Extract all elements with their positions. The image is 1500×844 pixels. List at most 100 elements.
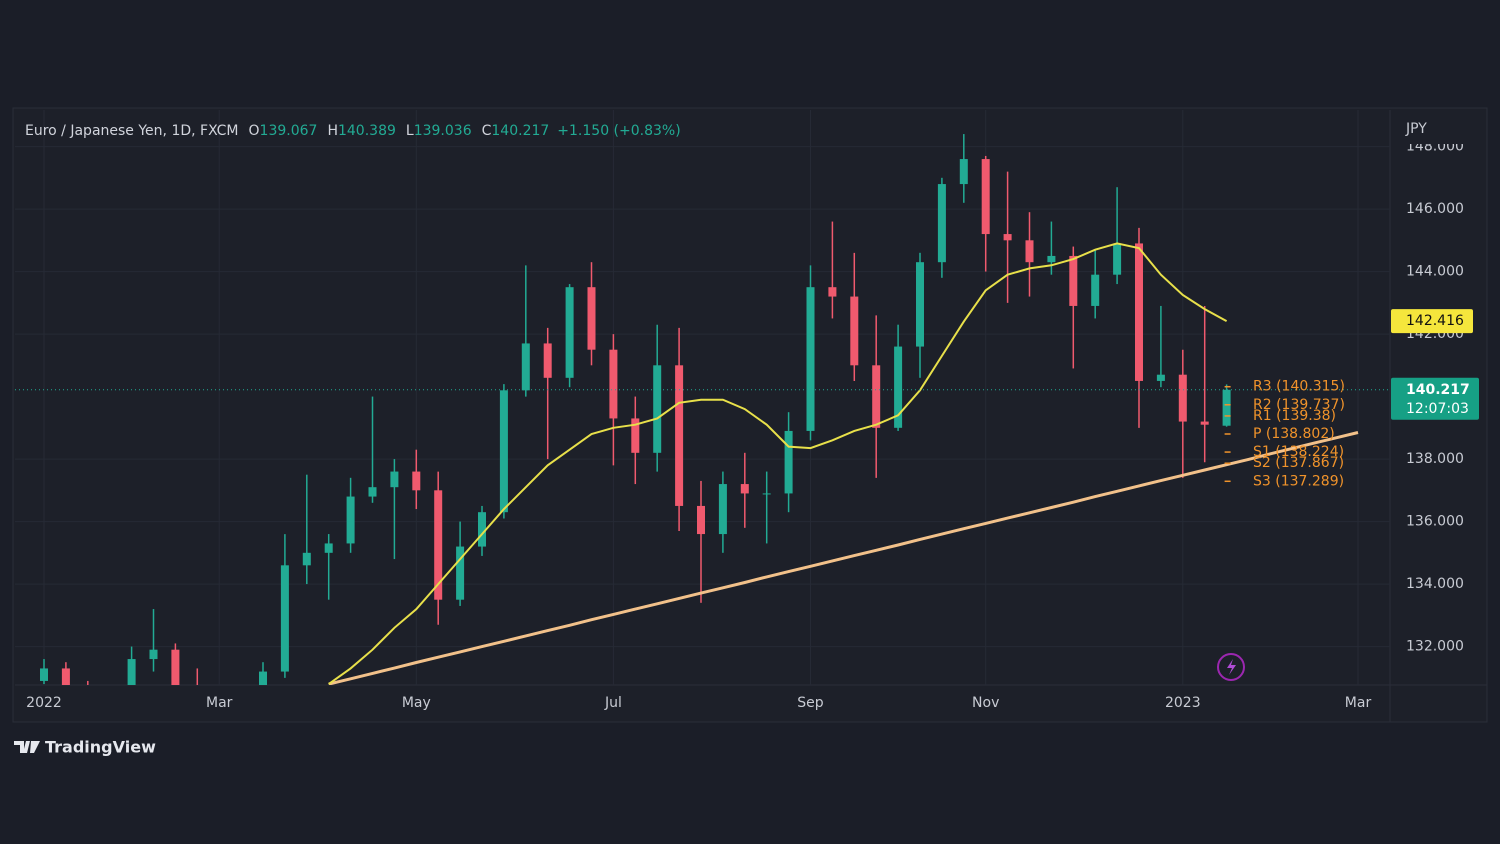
y-tick-label: 134.000 xyxy=(1406,576,1464,592)
pivot-label: R2 (139.737) xyxy=(1253,397,1345,413)
pivot-label: R1 (139.38) xyxy=(1253,408,1336,424)
candle-body xyxy=(894,346,903,428)
candle-body xyxy=(215,734,223,834)
ohlc-label: L xyxy=(406,123,414,139)
candle-body xyxy=(434,490,443,600)
candle-body xyxy=(1135,243,1143,381)
alert-bolt xyxy=(1227,659,1236,675)
ma-price-label: 142.416 xyxy=(1406,313,1464,329)
x-tick-label: Nov xyxy=(972,695,999,711)
candle-body xyxy=(850,296,859,366)
candle-body xyxy=(762,493,771,495)
candle-body xyxy=(543,343,552,378)
x-tick-label: Jul xyxy=(604,695,622,711)
trendline xyxy=(328,431,1359,685)
pivot-label: S2 (137.867) xyxy=(1253,455,1344,471)
candle-body xyxy=(149,649,158,660)
change: +1.150 (+0.83%) xyxy=(557,123,680,139)
candle-body xyxy=(937,184,946,263)
candle-body xyxy=(609,349,618,419)
candle-body xyxy=(390,471,399,488)
candle-body xyxy=(324,543,333,553)
candle-body xyxy=(1047,255,1056,263)
candle-body xyxy=(302,552,311,566)
candle-body xyxy=(631,418,640,453)
pivot-label: R3 (140.315) xyxy=(1253,379,1345,395)
candle-body xyxy=(718,484,727,535)
candle-body xyxy=(806,287,815,431)
ohlc-value: 140.217 xyxy=(491,123,549,139)
x-tick-label: May xyxy=(402,695,431,711)
candle-body xyxy=(653,365,662,453)
y-tick-label: 132.000 xyxy=(1406,639,1464,655)
brand: TradingView xyxy=(45,738,156,757)
candle-body xyxy=(587,287,596,350)
candle-body xyxy=(1091,274,1100,306)
x-tick-label: 2023 xyxy=(1165,695,1201,711)
ma-price-box xyxy=(1391,309,1473,334)
pivot-label: P (138.802) xyxy=(1253,426,1335,442)
candle-body xyxy=(171,649,180,685)
candle-body xyxy=(1025,240,1034,263)
y-tick-label: 136.000 xyxy=(1406,514,1464,530)
candle-body xyxy=(1222,389,1231,426)
candle-body xyxy=(565,287,574,378)
candle-body xyxy=(740,484,749,494)
candle-body xyxy=(916,262,924,347)
ohlc-label: O xyxy=(249,123,260,139)
y-tick-label: 138.000 xyxy=(1406,451,1464,467)
ohlc-value: 140.389 xyxy=(338,123,396,139)
x-tick-label: Mar xyxy=(1345,695,1372,711)
candle-body xyxy=(346,496,355,544)
candle-body xyxy=(959,159,968,185)
chart-panel xyxy=(12,107,1488,723)
candle-body xyxy=(1069,255,1078,306)
x-tick-label: Mar xyxy=(206,695,233,711)
legend-header: Euro / Japanese Yen, 1D, FXCM O139.067 H14… xyxy=(25,123,681,139)
candle-body xyxy=(1113,243,1122,275)
candle-body xyxy=(280,565,289,672)
ohlc-label: H xyxy=(327,123,338,139)
pivot-label: S3 (137.289) xyxy=(1253,473,1344,489)
y-tick-label: 144.000 xyxy=(1406,264,1464,280)
ohlc-value: 139.036 xyxy=(414,123,472,139)
candle-body xyxy=(368,487,377,497)
candle-body xyxy=(675,365,684,506)
currency: JPY xyxy=(1405,121,1427,137)
y-tick-label: 146.000 xyxy=(1406,201,1464,217)
plot-area xyxy=(15,134,1390,834)
candle-body xyxy=(1178,374,1187,422)
candle-body xyxy=(1200,421,1209,425)
x-tick-label: Sep xyxy=(797,695,824,711)
last-price-box xyxy=(1391,377,1479,420)
candle-body xyxy=(872,365,881,428)
candle-body xyxy=(521,343,530,391)
brand-logo xyxy=(14,741,40,753)
last-price-label: 140.217 xyxy=(1406,382,1470,398)
currency-bg xyxy=(1392,114,1482,144)
candle-body xyxy=(828,287,837,297)
candle-body xyxy=(237,762,245,834)
candle-body xyxy=(478,512,486,547)
x-tick-label: 2022 xyxy=(26,695,62,711)
countdown: 12:07:03 xyxy=(1406,401,1469,417)
candle-body xyxy=(456,546,465,600)
ohlc-value: 139.067 xyxy=(260,123,318,139)
candle-body xyxy=(61,668,70,685)
candle-body xyxy=(981,159,990,235)
candle-body xyxy=(1156,374,1165,381)
overlays: 132.000134.000136.000138.000142.000144.0… xyxy=(26,139,1479,711)
candle-body xyxy=(412,471,421,491)
candle-body xyxy=(697,505,705,535)
candle-body xyxy=(1003,234,1012,241)
ohlc-label: C xyxy=(482,123,492,139)
candle-body xyxy=(499,390,508,513)
candle-body xyxy=(259,671,267,685)
candle-body xyxy=(40,668,48,681)
alert-icon[interactable] xyxy=(1217,653,1245,681)
candle-body xyxy=(784,430,793,494)
symbol: Euro / Japanese Yen, 1D, FXCM xyxy=(25,123,239,139)
pivot-label: S1 (138.224) xyxy=(1253,444,1344,460)
